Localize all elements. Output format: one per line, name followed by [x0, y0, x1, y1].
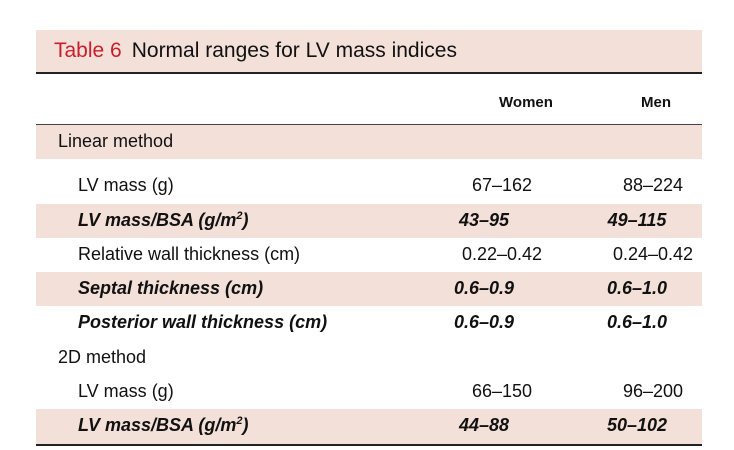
men-value: 50–102: [606, 415, 668, 436]
section-label: Linear method: [58, 131, 174, 151]
women-value: 67–162: [471, 175, 533, 196]
women-value: 0.6–0.9: [453, 312, 515, 333]
men-value: 0.6–1.0: [606, 312, 668, 333]
men-value: 49–115: [607, 209, 667, 230]
section-row-linear: Linear method: [36, 125, 702, 160]
lv-mass-table: Table 6 Normal ranges for LV mass indice…: [36, 30, 702, 446]
men-value: 96–200: [622, 381, 684, 402]
table-number: Table 6: [54, 39, 122, 62]
men-value: 0.24–0.42: [612, 243, 694, 264]
row-label: LV mass/BSA (g/m2): [78, 415, 249, 436]
top-rule: [36, 72, 702, 74]
row-label: Relative wall thickness (cm): [78, 243, 301, 264]
column-header-row: Women Men: [36, 74, 702, 124]
column-header-men: Men: [641, 94, 671, 111]
row-label: Posterior wall thickness (cm): [78, 312, 328, 333]
row-label: LV mass (g): [78, 381, 174, 402]
table-row: LV mass (g) 66–150 96–200: [36, 375, 702, 409]
women-value: 44–88: [458, 415, 510, 436]
header-rule: [36, 124, 702, 125]
men-value: 88–224: [622, 175, 684, 196]
section-label: 2D method: [58, 346, 147, 367]
row-label: Septal thickness (cm): [78, 278, 264, 299]
column-header-women: Women: [499, 94, 553, 111]
table-row: Septal thickness (cm) 0.6–0.9 0.6–1.0: [36, 272, 702, 307]
women-value: 66–150: [471, 381, 533, 402]
table-row: LV mass/BSA (g/m2) 44–88 50–102: [36, 409, 702, 444]
table-caption: Table 6 Normal ranges for LV mass indice…: [36, 30, 702, 72]
women-value: 0.22–0.42: [461, 243, 543, 264]
table-row: LV mass (g) 67–162 88–224: [36, 169, 702, 203]
table-title: Normal ranges for LV mass indices: [131, 39, 457, 62]
section-row-2d: 2D method: [36, 341, 702, 375]
women-value: 0.6–0.9: [453, 278, 515, 299]
table-row: LV mass/BSA (g/m2) 43–95 49–115: [36, 203, 702, 238]
row-label: LV mass (g): [78, 175, 174, 196]
table-row: Relative wall thickness (cm) 0.22–0.42 0…: [36, 238, 702, 272]
women-value: 43–95: [458, 209, 510, 230]
men-value: 0.6–1.0: [606, 278, 668, 299]
table-row: Posterior wall thickness (cm) 0.6–0.9 0.…: [36, 306, 702, 340]
bottom-rule: [36, 443, 702, 446]
row-label: LV mass/BSA (g/m2): [78, 209, 249, 230]
